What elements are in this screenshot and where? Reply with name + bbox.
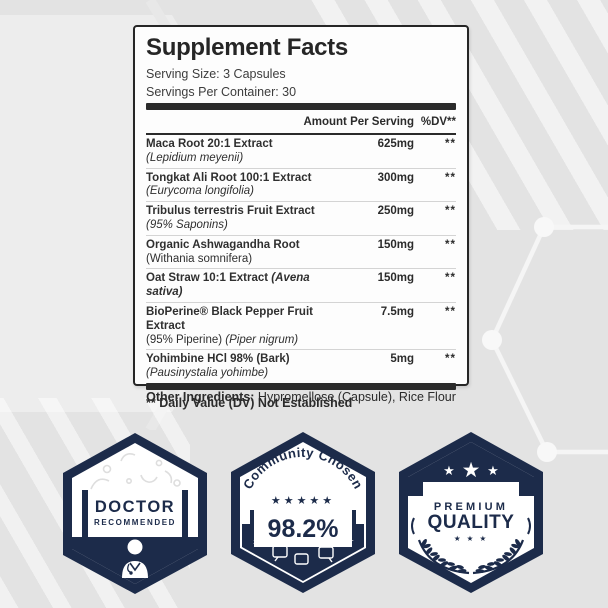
star-icon: ★ (443, 463, 455, 478)
five-stars-icon: ★★★★★ (271, 495, 335, 507)
facts-rows: Maca Root 20:1 Extract (Lepidium meyenii)… (146, 135, 456, 383)
other-ingredients-value: Hypromellose (Capsule), Rice Flour (254, 390, 456, 404)
supplement-facts-panel: Supplement Facts Serving Size: 3 Capsule… (133, 25, 469, 410)
ingredient-dv: ** (445, 205, 456, 218)
ingredient-name: Oat Straw 10:1 Extract (Avena sativa) (146, 272, 310, 299)
ingredient-name: Yohimbine HCl 98% (Bark) (Pausinystalia y… (146, 353, 290, 380)
facts-row: Oat Straw 10:1 Extract (Avena sativa) 150… (146, 269, 456, 303)
doctor-recommended-badge: DOCTOR RECOMMENDED (63, 433, 207, 594)
premium-label: PREMIUM (434, 501, 508, 513)
ingredient-dv: ** (445, 171, 456, 184)
facts-row: Organic Ashwagandha Root (Withania somnif… (146, 236, 456, 270)
column-header-dv: %DV** (420, 116, 456, 128)
ingredient-dv: ** (445, 305, 456, 318)
facts-row: Tongkat Ali Root 100:1 Extract (Eurycoma … (146, 169, 456, 203)
banner (82, 490, 188, 530)
facts-row: Maca Root 20:1 Extract (Lepidium meyenii)… (146, 135, 456, 169)
ingredient-amount: 7.5mg (380, 305, 414, 318)
ingredient-amount: 250mg (377, 205, 414, 218)
community-chosen-badge: Community Chosen ★★★★★ 98.2% (231, 432, 375, 593)
ingredient-amount: 150mg (377, 272, 414, 285)
doctor-label: DOCTOR (95, 498, 175, 516)
facts-row: Tribulus terrestris Fruit Extract (95% Sa… (146, 202, 456, 236)
small-stars-icon: ★ ★ ★ (454, 534, 488, 543)
ingredient-dv: ** (445, 238, 456, 251)
column-header-amount: Amount Per Serving (303, 116, 414, 128)
ingredient-amount: 5mg (390, 353, 414, 366)
ingredient-amount: 300mg (377, 171, 414, 184)
thick-divider-bottom (146, 382, 456, 390)
doctor-icon (122, 539, 148, 578)
ingredient-name: Maca Root 20:1 Extract (Lepidium meyenii) (146, 138, 273, 164)
ingredient-name: Organic Ashwagandha Root (Withania somnif… (146, 238, 300, 265)
recommended-label: RECOMMENDED (94, 518, 176, 527)
serving-size: Serving Size: 3 Capsules (146, 67, 286, 81)
ingredient-amount: 625mg (377, 138, 414, 150)
other-ingredients-label: Other Ingredients: (146, 390, 255, 404)
daily-value-footnote: ** Daily Value (DV) Not Established (146, 395, 353, 410)
ingredient-amount: 150mg (377, 238, 414, 251)
banner (254, 506, 352, 547)
laurel-branch-icon (417, 539, 470, 575)
ingredient-name: Tongkat Ali Root 100:1 Extract (Eurycoma … (146, 171, 312, 198)
thick-divider-top (146, 103, 456, 110)
facts-row: BioPerine® Black Pepper Fruit Extract (95… (146, 303, 456, 351)
premium-quality-badge: ★ ★ ★ PREMIUM QUALITY ★ ★ ★ (399, 432, 543, 593)
quality-label: QUALITY (428, 512, 515, 533)
star-icon: ★ (487, 463, 499, 478)
ingredient-dv: ** (445, 353, 456, 366)
molecule-hexagon-decor (482, 217, 608, 462)
ingredient-dv: ** (445, 138, 456, 150)
ingredient-dv: ** (445, 272, 456, 285)
ingredient-name: Tribulus terrestris Fruit Extract (95% Sa… (146, 205, 315, 231)
community-percentage: 98.2% (268, 515, 339, 543)
servings-per-container: Servings Per Container: 30 (146, 85, 297, 99)
other-ingredients: Other Ingredients: Hypromellose (Capsule… (133, 390, 469, 404)
star-icon: ★ (462, 459, 481, 482)
column-header: Amount Per Serving %DV** (146, 110, 456, 135)
medical-doodles-icon (90, 453, 181, 490)
ingredient-name: BioPerine® Black Pepper Fruit Extract (95… (146, 305, 313, 346)
facts-row: Yohimbine HCl 98% (Bark) (Pausinystalia y… (146, 350, 456, 383)
panel-title: Supplement Facts (146, 34, 348, 61)
